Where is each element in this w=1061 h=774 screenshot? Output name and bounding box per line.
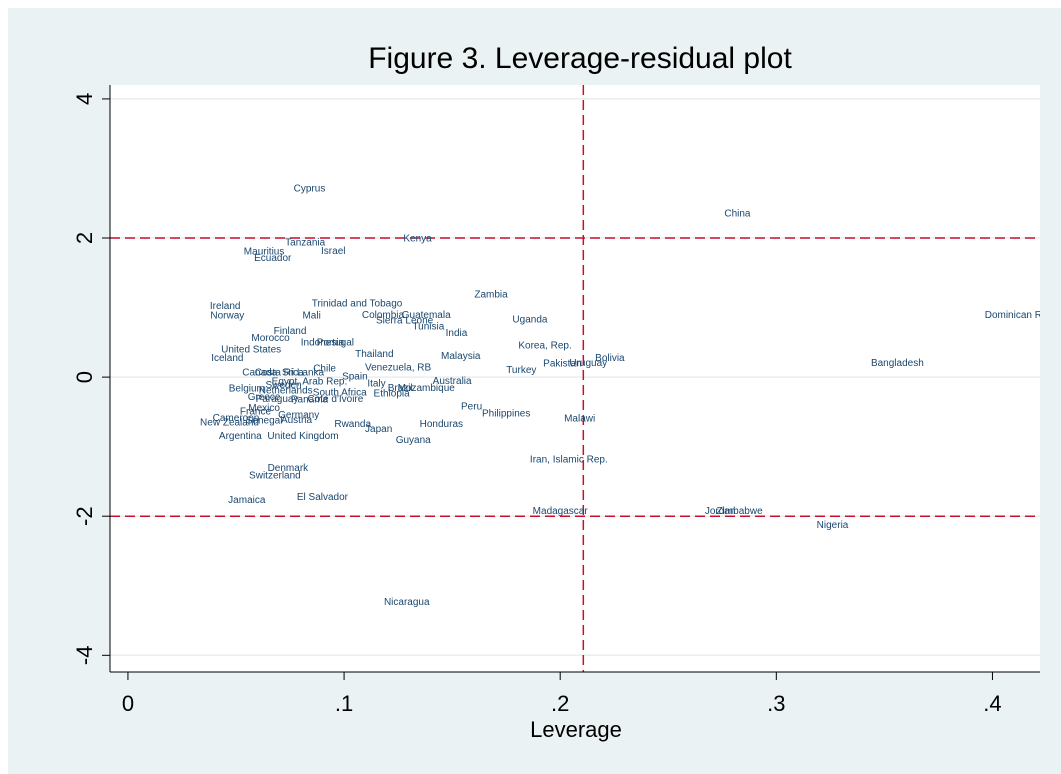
point-label: Turkey bbox=[506, 365, 536, 376]
point-label: Netherlands bbox=[259, 386, 313, 397]
point-label: Bangladesh bbox=[871, 358, 924, 369]
point-label: Venezuela, RB bbox=[365, 363, 431, 374]
point-label: Nicaragua bbox=[384, 597, 430, 608]
point-label: Greece bbox=[248, 392, 281, 403]
point-label: Israel bbox=[321, 246, 345, 257]
point-label: Thailand bbox=[355, 349, 393, 360]
point-label: Madagascar bbox=[533, 506, 589, 517]
point-label: Iran, Islamic Rep. bbox=[530, 455, 608, 466]
point-label: South Africa bbox=[313, 388, 367, 399]
point-label: Zimbabwe bbox=[717, 506, 764, 517]
point-label: Jordan bbox=[705, 506, 736, 517]
point-label: France bbox=[240, 407, 272, 418]
grid bbox=[110, 85, 1040, 672]
point-label: Mozambique bbox=[398, 383, 456, 394]
y-tick-label: -2 bbox=[72, 506, 97, 526]
point-label: Brazil bbox=[388, 383, 413, 394]
point-label: Bolivia bbox=[595, 353, 625, 364]
point-label: Nigeria bbox=[817, 520, 849, 531]
point-label: Guatemala bbox=[402, 310, 451, 321]
point-label: Dominican Republic bbox=[985, 310, 1061, 321]
point-label: El Salvador bbox=[297, 492, 349, 503]
point-label: Cyprus bbox=[294, 183, 326, 194]
point-label: Zambia bbox=[474, 290, 508, 301]
x-tick-label: .2 bbox=[551, 691, 569, 716]
point-label: Jamaica bbox=[228, 495, 266, 506]
point-label: Mexico bbox=[248, 403, 280, 414]
point-label: Finland bbox=[274, 326, 307, 337]
y-tick-label: 2 bbox=[72, 232, 97, 244]
point-label: Switzerland bbox=[249, 471, 301, 482]
x-tick-label: .4 bbox=[983, 691, 1001, 716]
point-label: Sweden bbox=[265, 380, 301, 391]
point-label: Ireland bbox=[210, 301, 241, 312]
point-label: Trinidad and Tobago bbox=[312, 299, 403, 310]
point-label: Tunisia bbox=[412, 322, 444, 333]
point-label: Italy bbox=[367, 379, 385, 390]
point-label: Panama bbox=[291, 395, 329, 406]
point-label: Morocco bbox=[251, 333, 290, 344]
point-label: Spain bbox=[342, 372, 368, 383]
point-label: China bbox=[724, 208, 751, 219]
y-tick-label: 0 bbox=[72, 371, 97, 383]
point-label: Sierra Leone bbox=[376, 315, 434, 326]
point-label: Philippines bbox=[482, 409, 530, 420]
point-label: Ecuador bbox=[254, 253, 292, 264]
point-label: Indonesia bbox=[301, 338, 345, 349]
point-label: New Zealand bbox=[200, 418, 259, 429]
point-label: Colombia bbox=[362, 310, 405, 321]
x-tick-label: 0 bbox=[122, 691, 134, 716]
point-label: Portugal bbox=[317, 338, 354, 349]
point-label: Honduras bbox=[420, 419, 463, 430]
point-label: Belgium bbox=[229, 384, 265, 395]
point-label: Denmark bbox=[268, 463, 310, 474]
point-label: Japan bbox=[365, 424, 392, 435]
point-label: Uganda bbox=[512, 315, 547, 326]
point-label: United States bbox=[221, 345, 281, 356]
point-label: Ethiopia bbox=[374, 388, 411, 399]
point-label: Cote d'Ivoire bbox=[308, 394, 364, 405]
point-label: Norway bbox=[210, 311, 244, 322]
point-label: United Kingdom bbox=[267, 431, 338, 442]
point-label: Uruguay bbox=[569, 358, 607, 369]
point-label: Kenya bbox=[403, 233, 432, 244]
point-label: Paraguay bbox=[256, 394, 299, 405]
point-label: Cameroon bbox=[213, 413, 260, 424]
chart-title: Figure 3. Leverage-residual plot bbox=[368, 42, 792, 75]
point-label: Australia bbox=[433, 376, 472, 387]
point-label: Malaysia bbox=[441, 351, 481, 362]
point-label: Iceland bbox=[211, 353, 243, 364]
point-label: Peru bbox=[461, 402, 482, 413]
point-label: Germany bbox=[278, 410, 319, 421]
point-label: Malawi bbox=[564, 413, 595, 424]
point-label: Egypt, Arab Rep. bbox=[272, 377, 348, 388]
point-label: Mali bbox=[302, 311, 320, 322]
x-axis-label: Leverage bbox=[530, 717, 622, 742]
point-label: Chile bbox=[313, 363, 336, 374]
x-tick-label: .1 bbox=[335, 691, 353, 716]
point-label: Korea, Rep. bbox=[518, 340, 571, 351]
point-label: Rwanda bbox=[334, 419, 371, 430]
point-label: Senegal bbox=[246, 416, 283, 427]
x-tick-label: .3 bbox=[767, 691, 785, 716]
point-label: Pakistan bbox=[543, 359, 581, 370]
point-label: Canada bbox=[242, 368, 277, 379]
plot-area bbox=[110, 85, 1040, 672]
point-label: Austria bbox=[281, 415, 313, 426]
point-label: Mauritius bbox=[244, 247, 285, 258]
y-tick-label: 4 bbox=[72, 93, 97, 105]
point-label: India bbox=[446, 328, 468, 339]
y-tick-label: -4 bbox=[72, 646, 97, 666]
point-label: Costa Rica bbox=[255, 368, 304, 379]
point-label: Argentina bbox=[219, 431, 262, 442]
point-label: Tanzania bbox=[285, 238, 325, 249]
point-label: Guyana bbox=[396, 435, 431, 446]
point-label: Sri Lanka bbox=[282, 368, 325, 379]
